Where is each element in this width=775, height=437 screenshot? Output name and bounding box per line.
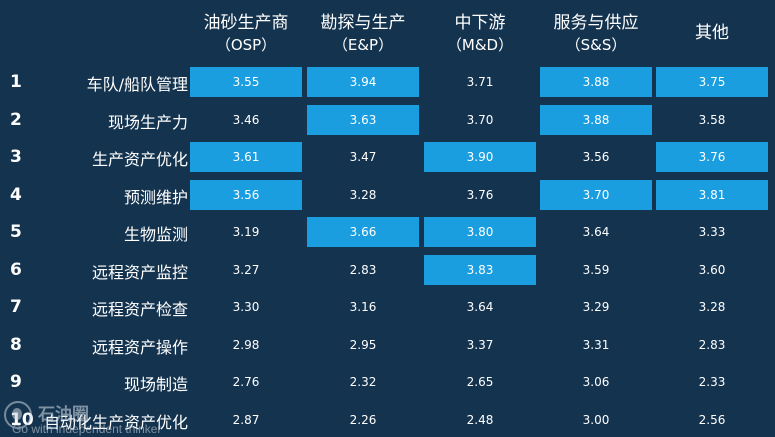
value-cell: 2.65 [466, 375, 494, 389]
value-cell: 3.56 [582, 150, 610, 164]
value-cell: 3.46 [232, 112, 260, 127]
row-rank: 2 [10, 109, 22, 130]
value-cell: 3.28 [698, 300, 726, 314]
value-cell-highlighted: 3.88 [540, 104, 652, 135]
value-cell: 3.06 [582, 375, 610, 389]
value-cell: 3.19 [232, 225, 260, 239]
value-cell-highlighted: 3.56 [190, 179, 302, 210]
column-header-abbr: （E&P） [332, 36, 394, 54]
value-cell: 2.98 [232, 337, 260, 352]
row-label: 远程资产监控 [91, 262, 188, 282]
value-cell-highlighted: 3.88 [540, 67, 652, 97]
value-cell-highlighted: 3.55 [190, 67, 302, 97]
value-cell-highlighted: 3.61 [190, 142, 302, 172]
row-label: 远程资产操作 [91, 337, 188, 357]
column-header: 中下游 （M&D） [420, 12, 540, 56]
value-cell-highlighted: 3.80 [424, 217, 536, 247]
row-rank: 8 [10, 334, 22, 355]
value-cell: 3.27 [232, 262, 260, 277]
row-rank: 5 [10, 222, 22, 242]
value-cell-highlighted: 3.70 [540, 179, 652, 210]
column-header-abbr: （M&D） [446, 36, 514, 54]
value-cell: 3.59 [582, 262, 610, 277]
value-cell: 2.26 [349, 412, 377, 427]
value-cell: 3.00 [582, 412, 610, 427]
value-cell: 3.64 [466, 300, 494, 314]
column-header: 勘探与生产 （E&P） [303, 12, 423, 56]
value-cell: 3.31 [582, 337, 610, 352]
value-cell: 2.87 [232, 412, 260, 427]
value-cell-highlighted: 3.90 [424, 142, 536, 172]
value-cell: 3.28 [349, 187, 377, 202]
value-cell: 3.47 [349, 150, 377, 164]
value-cell-highlighted: 3.83 [424, 254, 536, 285]
value-cell: 3.58 [698, 112, 726, 127]
value-cell-highlighted: 3.76 [656, 142, 768, 172]
column-header-name: 勘探与生产 [320, 13, 406, 33]
value-cell: 3.30 [232, 300, 260, 314]
row-label: 远程资产检查 [91, 300, 188, 319]
column-header-abbr: （S&S） [565, 36, 627, 54]
column-header: 其他 [652, 22, 772, 44]
value-cell: 3.64 [582, 225, 610, 239]
column-header: 油砂生产商 （OSP） [186, 12, 306, 56]
value-cell-highlighted: 3.75 [656, 67, 768, 97]
value-cell: 3.37 [466, 337, 494, 352]
value-cell: 3.33 [698, 225, 726, 239]
value-cell: 3.71 [466, 75, 494, 89]
value-cell-highlighted: 3.94 [307, 67, 419, 97]
row-label: 生产资产优化 [91, 150, 188, 169]
column-header-name: 其他 [695, 23, 729, 43]
value-cell-highlighted: 3.81 [656, 179, 768, 210]
value-cell: 2.76 [232, 375, 260, 389]
value-cell: 2.48 [466, 412, 494, 427]
value-cell: 2.33 [698, 375, 726, 389]
value-cell: 2.83 [698, 337, 726, 352]
column-header-name: 油砂生产商 [203, 13, 289, 33]
row-rank: 3 [10, 147, 22, 167]
column-header: 服务与供应 （S&S） [536, 12, 656, 56]
row-rank: 4 [10, 184, 22, 205]
row-rank: 1 [10, 72, 22, 92]
column-header-abbr: （OSP） [215, 36, 277, 54]
value-cell: 3.76 [466, 187, 494, 202]
value-cell: 2.56 [698, 412, 726, 427]
row-label: 自动化生产资产优化 [43, 412, 188, 432]
value-cell: 3.60 [698, 262, 726, 277]
row-label: 预测维护 [123, 187, 188, 207]
row-label: 车队/船队管理 [86, 75, 188, 94]
column-header-name: 服务与供应 [553, 13, 639, 33]
column-header-name: 中下游 [454, 13, 506, 33]
row-rank: 7 [10, 297, 22, 317]
value-cell: 3.29 [582, 300, 610, 314]
value-cell-highlighted: 3.66 [307, 217, 419, 247]
row-label: 现场制造 [123, 375, 188, 394]
row-rank: 6 [10, 259, 22, 280]
row-label: 现场生产力 [107, 112, 188, 132]
value-cell: 3.16 [349, 300, 377, 314]
row-label: 生物监测 [123, 225, 188, 244]
value-cell: 3.70 [466, 112, 494, 127]
row-rank: 9 [10, 372, 22, 392]
value-cell: 2.83 [349, 262, 377, 277]
value-cell: 2.32 [349, 375, 377, 389]
value-cell-highlighted: 3.63 [307, 104, 419, 135]
value-cell: 2.95 [349, 337, 377, 352]
